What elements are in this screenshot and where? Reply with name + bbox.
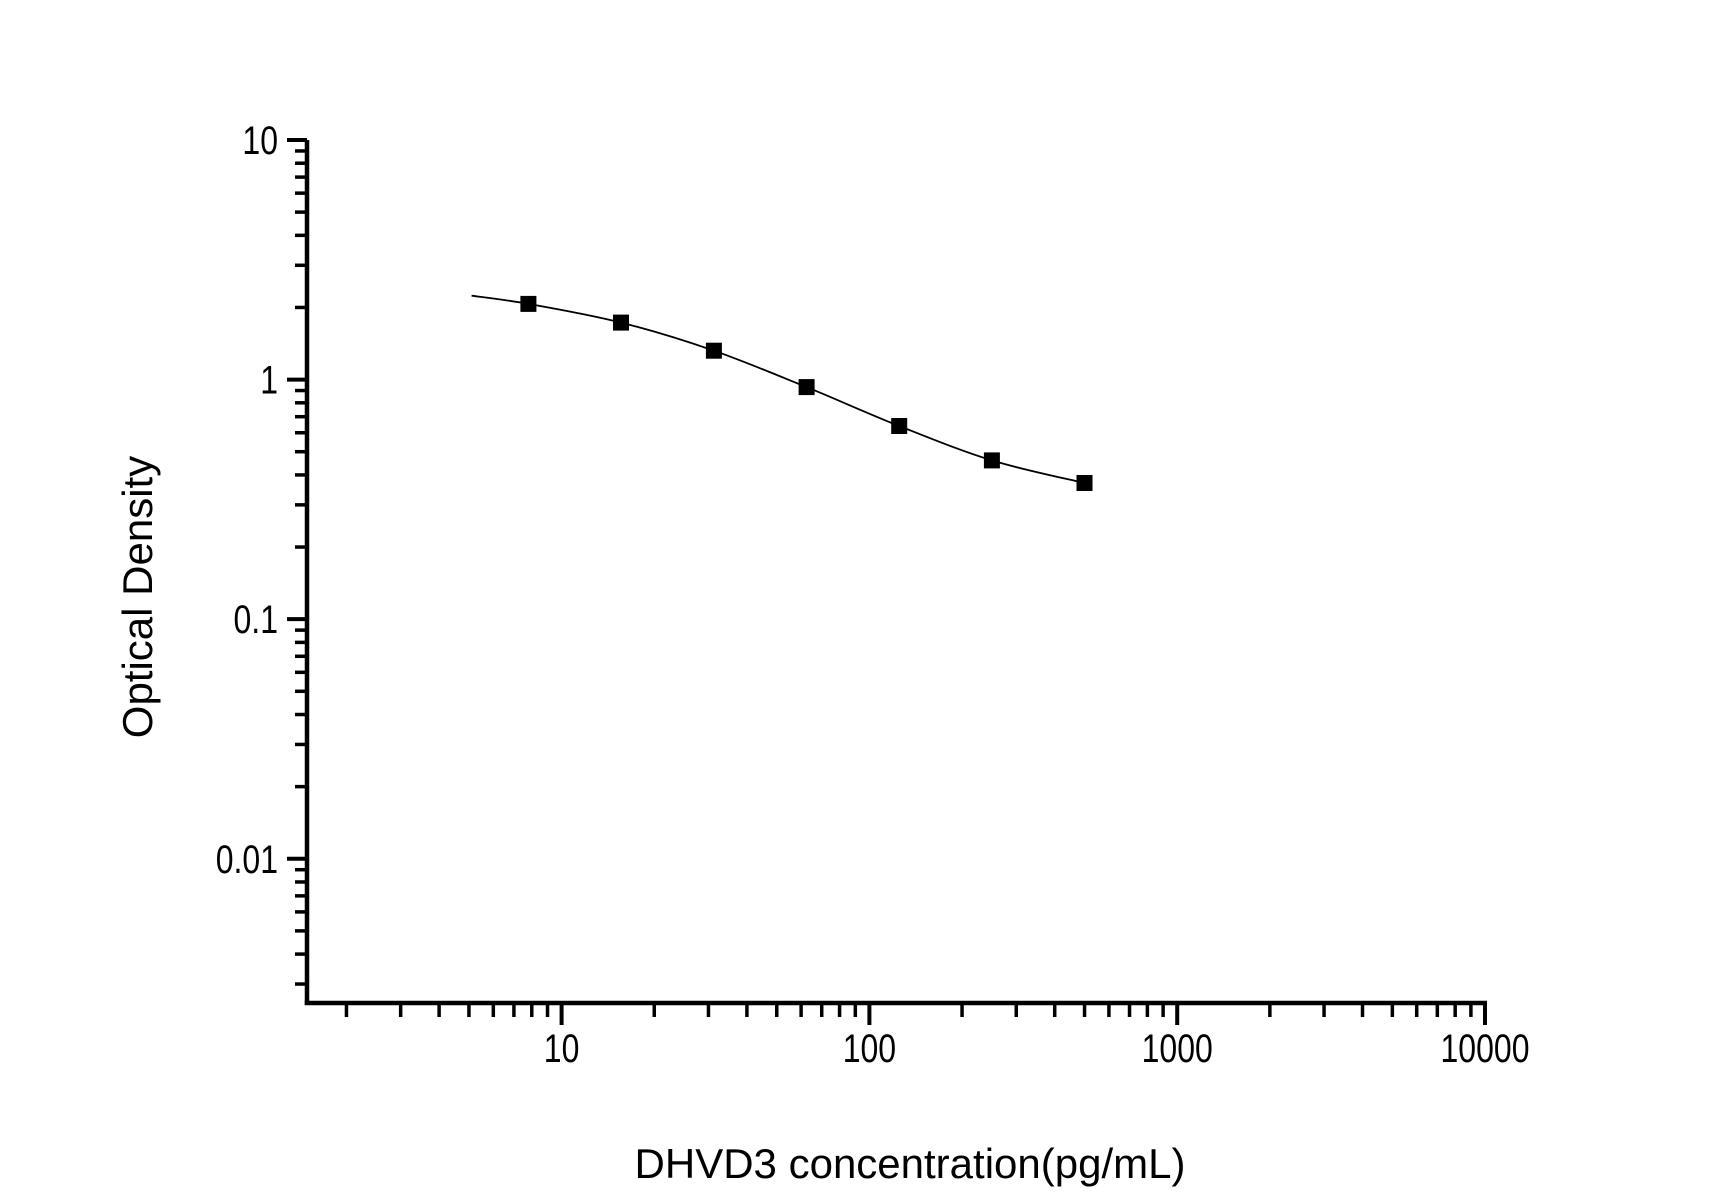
y-tick-label: 0.01 — [216, 836, 278, 881]
x-tick-label: 10000 — [1441, 1026, 1530, 1071]
data-point-marker — [705, 342, 722, 359]
data-point-marker — [798, 379, 815, 396]
y-tick-label: 0.1 — [234, 597, 278, 642]
x-axis-title: DHVD3 concentration(pg/mL) — [634, 1140, 1186, 1187]
x-tick-label: 1000 — [1142, 1026, 1213, 1071]
data-point-marker — [983, 452, 1000, 469]
y-tick-label: 1 — [260, 357, 278, 402]
y-axis-title: Optical Density — [114, 455, 161, 739]
data-point-marker — [891, 418, 908, 434]
data-point-marker — [1076, 475, 1093, 491]
x-tick-label: 10 — [544, 1026, 580, 1071]
data-point-marker — [520, 295, 537, 312]
data-point-marker — [613, 314, 629, 331]
y-tick-label: 10 — [242, 118, 278, 163]
x-tick-label: 100 — [843, 1026, 896, 1071]
